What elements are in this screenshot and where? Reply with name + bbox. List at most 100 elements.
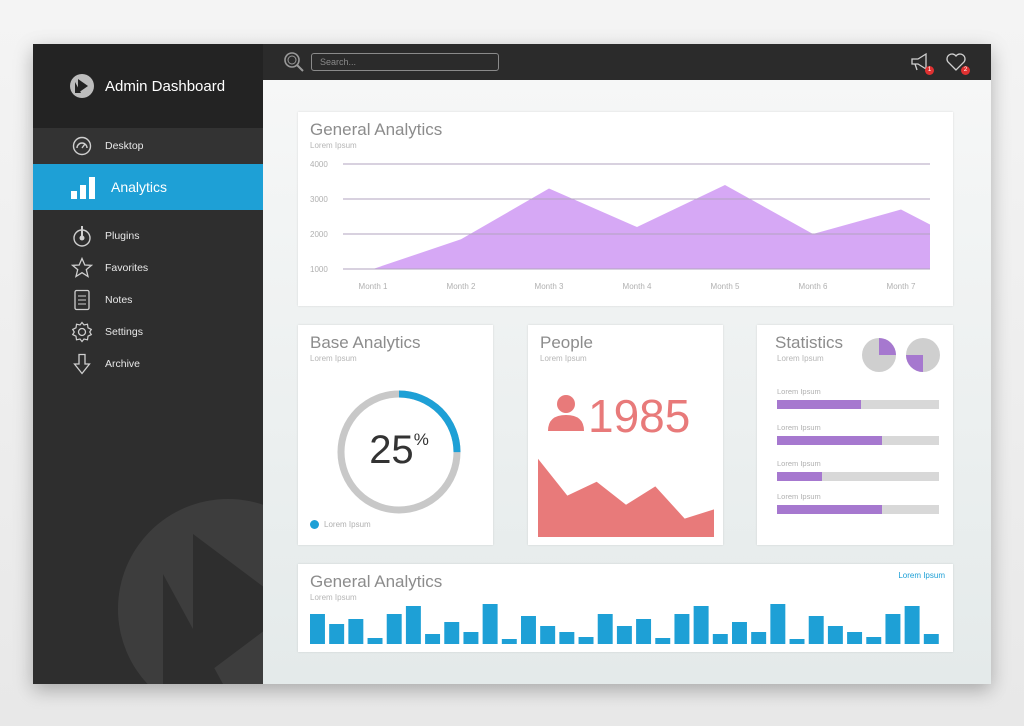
bar — [751, 632, 767, 644]
bar — [770, 604, 786, 644]
sidebar-item-label: Favorites — [105, 262, 149, 274]
people-area-series — [538, 458, 714, 537]
sidebar-item-label: Desktop — [105, 140, 144, 152]
card-title: People — [540, 333, 593, 352]
sidebar-item-notes[interactable]: Notes — [33, 284, 263, 316]
card-title: General Analytics — [310, 120, 443, 139]
card-subtitle: Lorem Ipsum — [540, 354, 587, 363]
legend-dot — [310, 520, 319, 529]
sidebar-item-label: Settings — [105, 326, 143, 338]
sidebar: Admin Dashboard Desktop Analytics Plugin… — [33, 44, 263, 684]
gauge-icon — [71, 135, 93, 157]
notification-badge: 1 — [925, 66, 934, 75]
bar — [501, 639, 517, 644]
bar — [655, 638, 671, 644]
heart-icon — [946, 53, 966, 71]
progress-ring: 25% — [335, 388, 463, 516]
stat-bar — [777, 400, 939, 409]
sidebar-item-plugins[interactable]: Plugins — [33, 220, 263, 252]
stat-bar-label: Lorem Ipsum — [777, 459, 821, 468]
stat-bar — [777, 505, 939, 514]
sidebar-item-desktop[interactable]: Desktop — [33, 128, 263, 164]
bar — [425, 634, 441, 644]
bar — [827, 626, 843, 644]
legend: Lorem Ipsum — [310, 520, 371, 529]
bar — [367, 638, 383, 644]
stat-bar-fill — [777, 436, 883, 445]
x-tick-label: Month 3 — [535, 282, 564, 291]
brand-title: Admin Dashboard — [105, 77, 226, 95]
watermark-logo-icon — [118, 499, 263, 684]
y-tick-label: 1000 — [310, 265, 328, 274]
stat-bar-fill — [777, 472, 823, 481]
bar — [521, 616, 536, 644]
card-subtitle: Lorem Ipsum — [310, 354, 357, 363]
gear-icon — [71, 321, 93, 343]
sidebar-item-analytics[interactable]: Analytics — [33, 164, 263, 210]
bar — [463, 632, 479, 644]
bar — [405, 606, 421, 644]
bar — [578, 637, 594, 644]
search-icon[interactable] — [283, 51, 305, 73]
dashboard-window: Admin Dashboard Desktop Analytics Plugin… — [33, 44, 991, 684]
area-series — [373, 185, 930, 269]
x-tick-label: Month 1 — [359, 282, 388, 291]
logo-icon — [70, 74, 94, 98]
notifications-button[interactable]: 1 — [909, 51, 934, 75]
topbar: 1 2 — [263, 44, 991, 80]
stat-bar-label: Lorem Ipsum — [777, 387, 821, 396]
legend-label: Lorem Ipsum — [324, 520, 371, 529]
mini-pie-chart — [862, 338, 896, 372]
bar — [636, 619, 652, 644]
card-title: Base Analytics — [310, 333, 421, 352]
bar — [444, 622, 460, 644]
details-link[interactable]: Lorem Ipsum — [898, 571, 945, 580]
general-analytics-chart: 4000 3000 2000 1000 Month 1 Month 2 Month 3 Mon… — [310, 160, 930, 291]
bar — [348, 619, 364, 644]
x-tick-label: Month 5 — [711, 282, 740, 291]
card-title: General Analytics — [310, 572, 443, 591]
people-count: 1985 — [588, 390, 691, 442]
search-input[interactable] — [311, 53, 499, 71]
sidebar-item-label: Notes — [105, 294, 133, 306]
x-tick-label: Month 7 — [887, 282, 916, 291]
bar — [885, 614, 901, 644]
sidebar-item-archive[interactable]: Archive — [33, 348, 263, 380]
bar — [674, 614, 690, 644]
base-analytics-card: Base Analytics Lorem Ipsum 25% Lorem Ips… — [298, 325, 493, 545]
stat-bar-label: Lorem Ipsum — [777, 423, 821, 432]
ring-fill — [337, 390, 461, 514]
star-icon — [71, 257, 93, 279]
sidebar-item-label: Analytics — [111, 179, 168, 195]
card-title: Statistics — [775, 333, 844, 352]
bar — [329, 624, 345, 644]
brand[interactable]: Admin Dashboard — [33, 44, 263, 128]
stat-bar — [777, 472, 939, 481]
notes-icon — [71, 289, 93, 311]
favorites-badge: 2 — [961, 66, 970, 75]
sidebar-item-favorites[interactable]: Favorites — [33, 252, 263, 284]
sidebar-item-label: Archive — [105, 358, 141, 370]
y-tick-label: 4000 — [310, 160, 328, 169]
card-subtitle: Lorem Ipsum — [310, 593, 357, 602]
stat-bar-fill — [777, 505, 883, 514]
bar — [923, 634, 939, 644]
topbar-icons: 1 2 — [909, 51, 970, 75]
x-tick-label: Month 2 — [447, 282, 476, 291]
bar — [559, 632, 575, 644]
sidebar-item-settings[interactable]: Settings — [33, 316, 263, 348]
stat-bar-label: Lorem Ipsum — [777, 492, 821, 501]
general-analytics-card: General Analytics Lorem Ipsum 4000 3000 20… — [298, 112, 953, 306]
card-subtitle: Lorem Ipsum — [310, 141, 357, 150]
bar — [808, 616, 824, 644]
sidebar-nav: Desktop Analytics Plugins Favorites — [33, 128, 263, 380]
mini-pie-chart — [906, 338, 940, 372]
people-card: People Lorem Ipsum 1985 — [528, 325, 723, 545]
y-tick-label: 3000 — [310, 195, 328, 204]
bar — [693, 606, 709, 644]
y-tick-label: 2000 — [310, 230, 328, 239]
favorites-button[interactable]: 2 — [945, 51, 970, 75]
content-area: General Analytics Lorem Ipsum 4000 3000 20… — [263, 80, 991, 684]
download-arrow-icon — [71, 353, 93, 375]
general-analytics-bar-chart — [310, 604, 939, 644]
